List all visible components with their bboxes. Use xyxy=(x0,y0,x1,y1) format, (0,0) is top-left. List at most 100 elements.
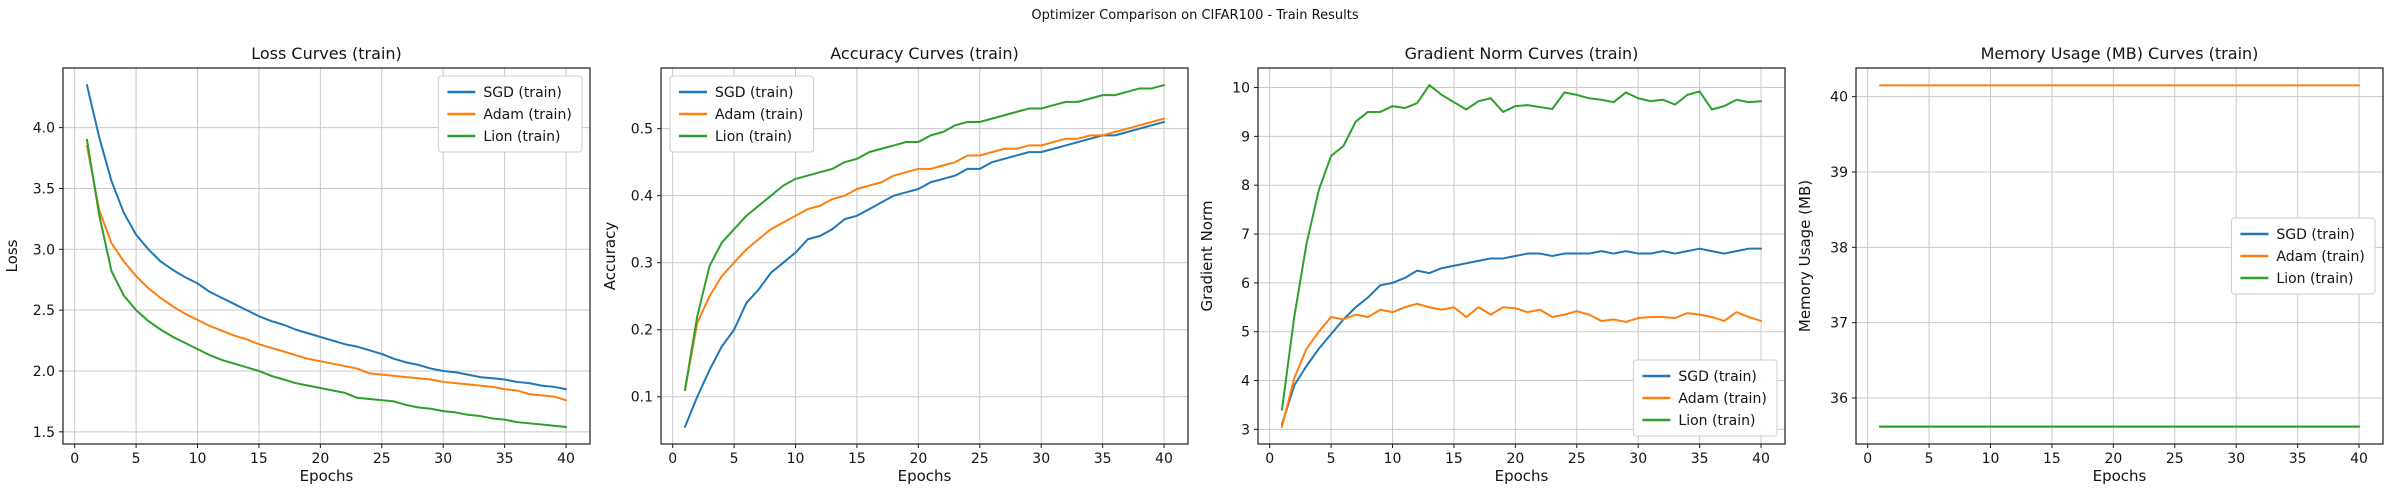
legend-label: Lion (train) xyxy=(483,129,560,145)
series-line-sgd-train xyxy=(683,120,1165,428)
chart-title: Gradient Norm Curves (train) xyxy=(1405,44,1639,63)
legend-label: Lion (train) xyxy=(715,129,792,145)
x-tick-label: 0 xyxy=(1265,451,1274,467)
y-axis-label: Gradient Norm xyxy=(1198,201,1216,312)
chart-title: Accuracy Curves (train) xyxy=(830,44,1018,63)
x-tick-label: 5 xyxy=(1327,451,1336,467)
x-tick-label: 15 xyxy=(1445,451,1463,467)
y-tick-label: 8 xyxy=(1241,178,1250,194)
x-tick-label: 40 xyxy=(1155,451,1173,467)
axes-frame xyxy=(659,67,1189,445)
legend-label: Lion (train) xyxy=(1678,413,1755,429)
legend-label: SGD (train) xyxy=(715,85,793,101)
legend-item: SGD (train) xyxy=(1642,369,1757,385)
y-tick-label: 3 xyxy=(1241,422,1250,438)
legend-item: Lion (train) xyxy=(1642,413,1755,429)
y-tick-label: 1.5 xyxy=(33,425,55,441)
y-tick-label: 2.0 xyxy=(33,364,55,380)
legend-box xyxy=(1632,359,1778,437)
legend: SGD (train) Adam (train) Lion (train) xyxy=(1632,359,1778,437)
figure-title: Optimizer Comparison on CIFAR100 - Train… xyxy=(1031,8,1359,23)
x-tick-label: 10 xyxy=(786,451,804,467)
y-tick-label: 39 xyxy=(1830,165,1848,181)
x-tick-label: 10 xyxy=(1981,451,1999,467)
x-tick-label: 25 xyxy=(970,451,988,467)
legend-item: Lion (train) xyxy=(678,129,792,145)
x-tick-label: 35 xyxy=(1093,451,1111,467)
x-tick-label: 0 xyxy=(1863,451,1872,467)
x-tick-label: 40 xyxy=(1752,451,1770,467)
legend-item: Adam (train) xyxy=(447,107,572,123)
y-axis-label: Memory Usage (MB) xyxy=(1796,180,1814,332)
x-tick-label: 15 xyxy=(848,451,866,467)
axes-frame xyxy=(1257,67,1786,445)
y-tick-label: 4.0 xyxy=(33,121,55,137)
y-tick-label: 0.1 xyxy=(630,390,652,406)
x-tick-label: 15 xyxy=(250,451,268,467)
series-line-lion-train xyxy=(1280,84,1763,411)
chart-title: Memory Usage (MB) Curves (train) xyxy=(1980,44,2258,63)
series-line-adam-train xyxy=(1280,302,1763,428)
legend-label: Lion (train) xyxy=(2276,271,2353,287)
x-tick-label: 5 xyxy=(1924,451,1933,467)
y-axis-label: Loss xyxy=(3,239,21,272)
y-tick-label: 38 xyxy=(1830,240,1848,256)
x-tick-label: 20 xyxy=(1506,451,1524,467)
series-line-sgd-train xyxy=(1280,247,1763,426)
x-tick-label: 0 xyxy=(70,451,79,467)
x-tick-label: 20 xyxy=(2104,451,2122,467)
legend-box xyxy=(669,75,814,153)
y-tick-label: 37 xyxy=(1830,316,1848,332)
y-tick-label: 10 xyxy=(1232,81,1250,97)
legend-label: Adam (train) xyxy=(1678,391,1766,407)
legend-box xyxy=(2230,217,2375,295)
axes-frame xyxy=(62,67,591,445)
x-tick-label: 20 xyxy=(311,451,329,467)
x-tick-label: 30 xyxy=(1629,451,1647,467)
x-axis-label: Epochs xyxy=(897,467,951,485)
y-tick-label: 2.5 xyxy=(33,303,55,319)
x-tick-label: 35 xyxy=(2288,451,2306,467)
legend-item: SGD (train) xyxy=(447,85,562,101)
legend-box xyxy=(437,75,583,153)
loss-chart: 0 5 10 15 20 25 30 35 40 1.5 2.0 2.5 3.0 3.5 4.0 Loss C… xyxy=(3,44,591,485)
legend-label: Adam (train) xyxy=(2276,249,2364,265)
y-tick-label: 40 xyxy=(1830,90,1848,106)
y-tick-label: 36 xyxy=(1830,391,1848,407)
x-tick-label: 30 xyxy=(434,451,452,467)
y-axis-label: Accuracy xyxy=(601,222,619,291)
x-tick-label: 35 xyxy=(496,451,514,467)
x-tick-label: 10 xyxy=(1384,451,1402,467)
x-tick-label: 30 xyxy=(2227,451,2245,467)
y-tick-label: 0.5 xyxy=(630,122,652,138)
x-tick-label: 0 xyxy=(668,451,677,467)
legend-item: Adam (train) xyxy=(1642,391,1767,407)
gradient-norm-chart: 0 5 10 15 20 25 30 35 40 3 4 5 6 7 8 9 10 Gradient Norm C… xyxy=(1198,44,1786,485)
series-line-adam-train xyxy=(85,144,568,402)
y-tick-label: 3.0 xyxy=(33,242,55,258)
y-tick-label: 3.5 xyxy=(33,181,55,197)
x-tick-label: 40 xyxy=(557,451,575,467)
series-line-sgd-train xyxy=(85,84,568,391)
y-tick-label: 6 xyxy=(1241,276,1250,292)
axes-frame xyxy=(1854,67,2384,445)
y-tick-label: 0.4 xyxy=(630,189,652,205)
memory-usage-chart: 0 5 10 15 20 25 30 35 40 36 37 38 39 40 Memory Usage (… xyxy=(1796,44,2384,485)
y-tick-label: 7 xyxy=(1241,227,1250,243)
y-tick-label: 9 xyxy=(1241,129,1250,145)
legend-label: Adam (train) xyxy=(715,107,803,123)
x-tick-label: 40 xyxy=(2350,451,2368,467)
legend-item: SGD (train) xyxy=(2239,227,2354,243)
series-line-lion-train xyxy=(683,84,1165,392)
legend-item: Lion (train) xyxy=(447,129,560,145)
x-tick-label: 10 xyxy=(189,451,207,467)
x-tick-label: 25 xyxy=(2165,451,2183,467)
x-axis-label: Epochs xyxy=(2092,467,2146,485)
x-axis-label: Epochs xyxy=(300,467,354,485)
legend-label: SGD (train) xyxy=(483,85,561,101)
legend: SGD (train) Adam (train) Lion (train) xyxy=(669,75,814,153)
x-tick-label: 30 xyxy=(1032,451,1050,467)
x-tick-label: 25 xyxy=(373,451,391,467)
x-tick-label: 20 xyxy=(909,451,927,467)
